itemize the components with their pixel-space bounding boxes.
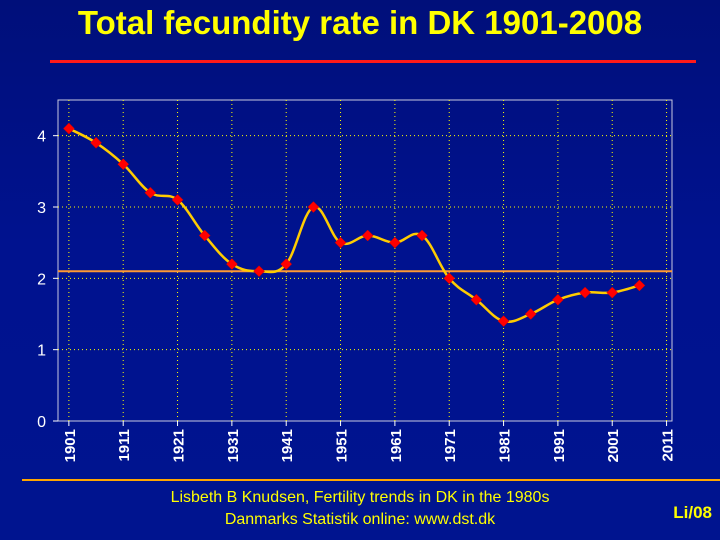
data-point [633, 279, 646, 292]
data-point [144, 186, 157, 199]
y-tick-label: 4 [37, 129, 46, 146]
data-point [307, 201, 320, 213]
data-point [443, 272, 456, 285]
x-tick-label: 1921 [171, 429, 188, 462]
title-underline [50, 60, 696, 63]
data-point [579, 286, 591, 299]
data-point [606, 286, 619, 299]
footer-source-line-1: Lisbeth B Knudsen, Fertility trends in D… [170, 489, 550, 506]
x-tick-label: 1911 [116, 429, 133, 462]
slide-identifier: Li/08 [673, 503, 712, 522]
data-point [117, 158, 130, 171]
data-point [90, 136, 102, 149]
data-point [334, 236, 347, 249]
line-chart: 0 1 2 3 4 1901 1911 1921 1931 1941 1951 1961 1971 198… [37, 99, 677, 462]
data-point [470, 293, 483, 306]
data-point [280, 258, 293, 270]
footer-divider [22, 479, 720, 481]
x-tick-label: 1941 [279, 429, 296, 462]
x-tick-label: 2001 [605, 429, 622, 462]
data-point [198, 229, 211, 242]
data-point [253, 265, 265, 278]
footer-source-line-2: Danmarks Statistik online: www.dst.dk [224, 511, 496, 528]
data-point [226, 258, 238, 270]
x-tick-label: 1931 [225, 429, 242, 462]
data-point [416, 229, 428, 242]
x-tick-label: 1991 [551, 429, 568, 462]
x-tick-label: 1971 [442, 429, 459, 462]
y-tick-label: 1 [37, 343, 46, 360]
y-tick-label: 2 [37, 271, 46, 288]
data-point [497, 315, 510, 327]
x-tick-label: 2011 [660, 429, 677, 462]
x-tick-label: 1951 [334, 429, 351, 462]
y-tick-label: 0 [37, 414, 46, 431]
x-tick-label: 1961 [388, 429, 405, 462]
x-tick-label: 1981 [497, 429, 514, 462]
chart-title: Total fecundity rate in DK 1901-2008 [77, 4, 643, 41]
data-point [63, 122, 75, 135]
data-point [524, 308, 537, 320]
data-point [171, 194, 184, 206]
series-line [68, 127, 640, 323]
data-point [552, 293, 564, 306]
data-point [361, 229, 374, 242]
y-tick-label: 3 [37, 200, 46, 217]
plot-area [57, 99, 673, 422]
x-tick-label: 1901 [62, 429, 79, 462]
data-point [389, 236, 401, 249]
